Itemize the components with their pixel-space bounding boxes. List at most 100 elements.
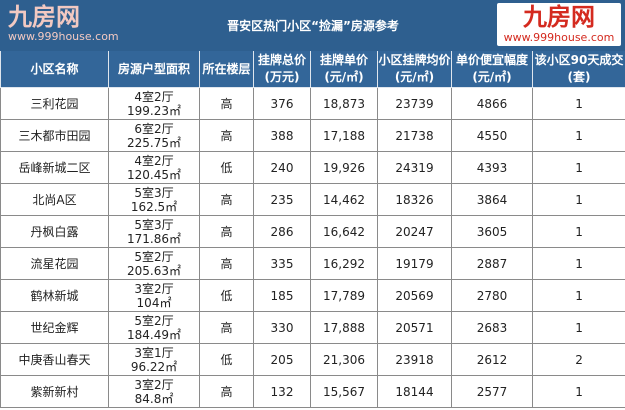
layout: 5室2厅 [134, 249, 174, 264]
layout: 4室2厅 [134, 153, 174, 168]
layout: 6室2厅 [134, 121, 174, 136]
area: 184.49㎡ [127, 327, 181, 342]
discount: 2780 [451, 279, 533, 312]
column-header: 该小区90天成交 (套) [531, 50, 625, 88]
unit-price: 16,642 [310, 215, 378, 248]
floor: 高 [199, 183, 254, 216]
total-price: 376 [253, 87, 311, 120]
total-price: 132 [253, 375, 311, 408]
column-header: 单价便宜幅度 (元/㎡) [451, 50, 533, 88]
layout-area: 6室2厅 225.75㎡ [108, 119, 200, 152]
floor: 低 [199, 279, 254, 312]
deals-90d: 1 [531, 119, 625, 152]
unit-price: 17,789 [310, 279, 378, 312]
column-header: 挂牌单价 (元/㎡) [310, 50, 378, 88]
total-price: 388 [253, 119, 311, 152]
total-price: 185 [253, 279, 311, 312]
area: 205.63㎡ [127, 263, 181, 278]
discount: 4393 [451, 151, 533, 184]
column-header: 房源户型面积 [108, 50, 200, 88]
discount: 4866 [451, 87, 533, 120]
area: 199.23㎡ [127, 103, 181, 118]
table-row: 流星花园 5室2厅 205.63㎡ 高 335 16,292 19179 2887 1 [0, 247, 625, 280]
avg-price: 18326 [377, 183, 452, 216]
discount: 4550 [451, 119, 533, 152]
floor: 高 [199, 311, 254, 344]
floor: 高 [199, 375, 254, 408]
unit-price: 16,292 [310, 247, 378, 280]
unit-price: 21,306 [310, 343, 378, 376]
avg-price: 20571 [377, 311, 452, 344]
layout-area: 5室3厅 171.86㎡ [108, 215, 200, 248]
community-name: 三利花园 [0, 87, 109, 120]
layout: 5室3厅 [134, 217, 174, 232]
community-name: 丹枫白露 [0, 215, 109, 248]
floor: 高 [199, 247, 254, 280]
community-name: 中庚香山春天 [0, 343, 109, 376]
discount: 3605 [451, 215, 533, 248]
deals-90d: 1 [531, 87, 625, 120]
total-price: 240 [253, 151, 311, 184]
community-name: 三木都市田园 [0, 119, 109, 152]
community-name: 岳峰新城二区 [0, 151, 109, 184]
layout-area: 5室3厅 162.5㎡ [108, 183, 200, 216]
layout-area: 4室2厅 199.23㎡ [108, 87, 200, 120]
floor: 高 [199, 119, 254, 152]
layout: 4室2厅 [134, 89, 174, 104]
total-price: 330 [253, 311, 311, 344]
layout-area: 5室2厅 184.49㎡ [108, 311, 200, 344]
layout-area: 3室2厅 84.8㎡ [108, 375, 200, 408]
unit-price: 15,567 [310, 375, 378, 408]
layout: 5室2厅 [134, 313, 174, 328]
column-header: 所在楼层 [199, 50, 254, 88]
layout: 3室1厅 [134, 345, 174, 360]
community-name: 鹤林新城 [0, 279, 109, 312]
column-header: 挂牌总价 (万元) [253, 50, 311, 88]
floor: 低 [199, 151, 254, 184]
avg-price: 18144 [377, 375, 452, 408]
area: 120.45㎡ [127, 167, 181, 182]
area: 162.5㎡ [130, 199, 178, 214]
area: 225.75㎡ [127, 135, 181, 150]
area: 84.8㎡ [134, 391, 174, 406]
discount: 2683 [451, 311, 533, 344]
deals-90d: 1 [531, 151, 625, 184]
floor: 高 [199, 215, 254, 248]
unit-price: 18,873 [310, 87, 378, 120]
total-price: 335 [253, 247, 311, 280]
area: 104㎡ [136, 295, 172, 310]
discount: 2887 [451, 247, 533, 280]
community-name: 流星花园 [0, 247, 109, 280]
layout-area: 3室1厅 96.22㎡ [108, 343, 200, 376]
avg-price: 20247 [377, 215, 452, 248]
total-price: 205 [253, 343, 311, 376]
deals-90d: 1 [531, 311, 625, 344]
layout: 5室3厅 [134, 185, 174, 200]
discount: 2612 [451, 343, 533, 376]
area: 171.86㎡ [127, 231, 181, 246]
floor: 高 [199, 87, 254, 120]
avg-price: 23918 [377, 343, 452, 376]
deals-90d: 1 [531, 215, 625, 248]
layout: 3室2厅 [134, 377, 174, 392]
deals-90d: 1 [531, 279, 625, 312]
column-header: 小区挂牌均价 (元/㎡) [377, 50, 452, 88]
unit-price: 17,888 [310, 311, 378, 344]
deals-90d: 1 [531, 375, 625, 408]
avg-price: 19179 [377, 247, 452, 280]
unit-price: 14,462 [310, 183, 378, 216]
discount: 3864 [451, 183, 533, 216]
discount: 2577 [451, 375, 533, 408]
deals-90d: 1 [531, 247, 625, 280]
total-price: 286 [253, 215, 311, 248]
community-name: 世纪金辉 [0, 311, 109, 344]
